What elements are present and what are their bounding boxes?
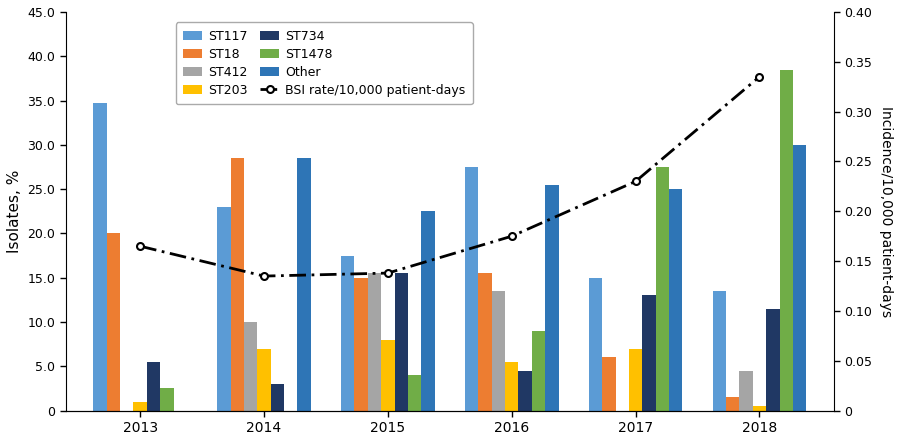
Bar bbox=[491, 291, 505, 411]
Bar bbox=[271, 384, 284, 411]
Bar bbox=[779, 69, 793, 411]
Bar bbox=[465, 167, 478, 411]
Bar bbox=[382, 340, 394, 411]
Bar bbox=[669, 189, 682, 411]
Bar bbox=[713, 291, 726, 411]
Bar bbox=[368, 273, 382, 411]
Bar bbox=[107, 233, 120, 411]
Bar bbox=[643, 295, 656, 411]
Bar bbox=[244, 322, 257, 411]
Bar bbox=[394, 273, 408, 411]
Bar bbox=[160, 389, 174, 411]
Y-axis label: Incidence/10,000 patient-days: Incidence/10,000 patient-days bbox=[879, 106, 893, 317]
Bar bbox=[230, 158, 244, 411]
Y-axis label: Isolates, %: Isolates, % bbox=[7, 170, 22, 253]
Bar bbox=[505, 362, 518, 411]
Bar bbox=[297, 158, 310, 411]
Bar bbox=[656, 167, 669, 411]
Bar bbox=[355, 278, 368, 411]
Bar bbox=[421, 211, 435, 411]
Bar bbox=[341, 255, 355, 411]
Bar bbox=[257, 349, 271, 411]
Bar bbox=[147, 362, 160, 411]
Bar bbox=[518, 371, 532, 411]
Bar bbox=[589, 278, 602, 411]
Bar bbox=[94, 103, 107, 411]
Bar bbox=[726, 397, 740, 411]
Bar bbox=[740, 371, 752, 411]
Bar bbox=[133, 402, 147, 411]
Bar bbox=[629, 349, 643, 411]
Bar bbox=[532, 331, 545, 411]
Bar bbox=[545, 185, 559, 411]
Legend: ST117, ST18, ST412, ST203, ST734, ST1478, Other, BSI rate/10,000 patient-days: ST117, ST18, ST412, ST203, ST734, ST1478… bbox=[176, 22, 473, 104]
Bar bbox=[602, 358, 616, 411]
Bar bbox=[752, 406, 766, 411]
Bar bbox=[478, 273, 491, 411]
Bar bbox=[217, 207, 230, 411]
Bar bbox=[766, 309, 779, 411]
Bar bbox=[408, 375, 421, 411]
Bar bbox=[793, 145, 806, 411]
